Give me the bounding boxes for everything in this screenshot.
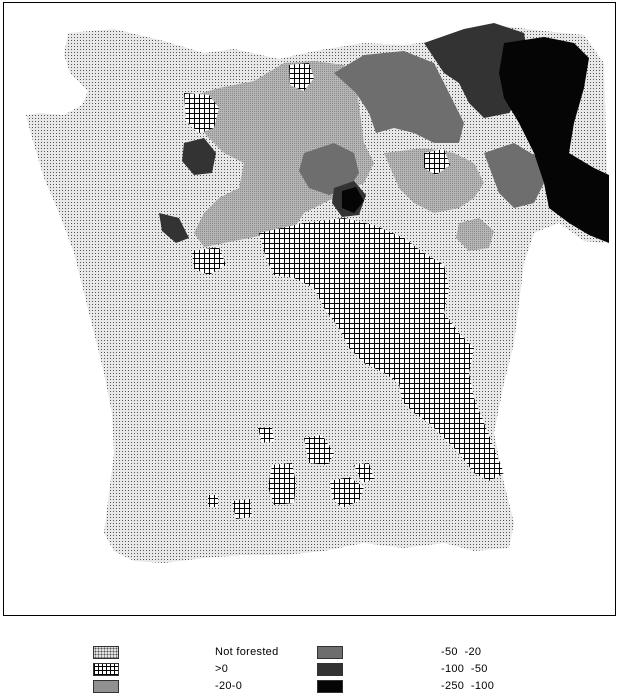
legend-swatch-not-forested — [93, 646, 119, 659]
legend-label-minus50-20: -50 -20 — [441, 646, 482, 658]
region-minus100-50-c — [182, 138, 216, 175]
legend-swatch-minus100-50 — [317, 663, 343, 676]
legend: Not forested >0 -20-0 -50 -20 -100 -50 -… — [0, 636, 620, 697]
region-minus20-0 — [184, 61, 374, 247]
region-gt0-island-4 — [330, 477, 364, 508]
region-gt0-island-7 — [208, 495, 218, 507]
region-gt0-west — [192, 247, 226, 275]
legend-label-gt0: >0 — [215, 663, 229, 675]
region-gt0-island-2 — [304, 435, 334, 465]
legend-label-not-forested: Not forested — [215, 646, 279, 658]
legend-swatch-minus250-100 — [317, 680, 343, 693]
region-gt0-island-1 — [258, 427, 274, 443]
region-minus250-100-b — [342, 187, 364, 213]
region-gt0-island-5 — [354, 463, 374, 483]
region-gt0-north-a — [184, 93, 219, 133]
region-minus50-20 — [334, 51, 464, 143]
region-minus100-50 — [424, 23, 529, 118]
map-frame — [3, 2, 616, 616]
region-gt0-island-3 — [268, 463, 296, 505]
region-gt0-main — [259, 218, 504, 481]
region-minus20-0-east — [384, 148, 484, 213]
region-minus50-20-c — [484, 143, 544, 208]
region-gt0-north-c — [424, 149, 450, 175]
region-gt0-north-b — [289, 63, 314, 91]
region-minus250-100 — [499, 37, 609, 243]
region-minus100-50-d — [159, 213, 189, 243]
legend-swatch-gt0 — [93, 663, 119, 676]
legend-swatch-minus20-0 — [93, 680, 119, 693]
legend-label-minus20-0: -20-0 — [215, 680, 243, 692]
region-gt0-island-6 — [232, 499, 252, 519]
legend-label-minus250-100: -250 -100 — [441, 680, 495, 692]
region-minus50-20-b — [299, 143, 359, 195]
region-minus20-0-small — [456, 218, 494, 251]
legend-label-minus100-50: -100 -50 — [441, 663, 488, 675]
legend-swatch-minus50-20 — [317, 646, 343, 659]
map-canvas — [26, 23, 609, 563]
